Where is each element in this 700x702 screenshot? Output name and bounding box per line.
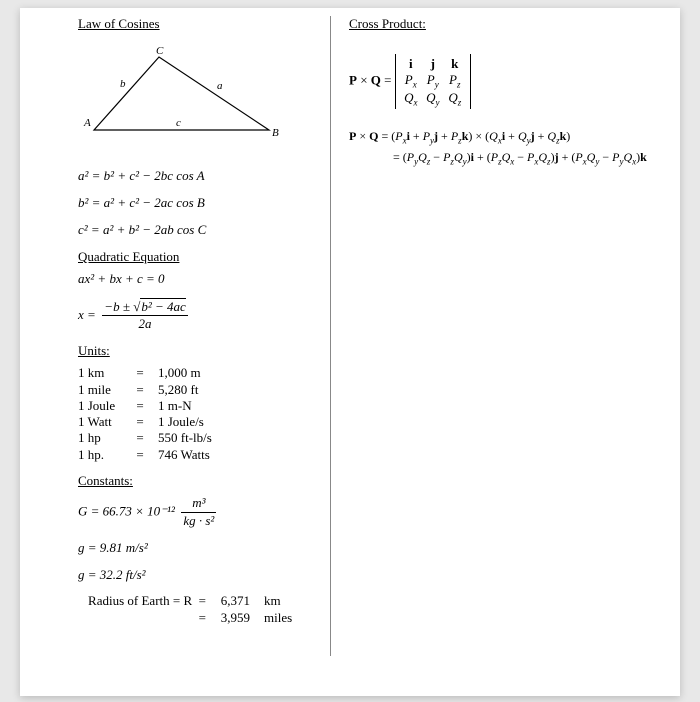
unit-eq: = <box>128 447 152 463</box>
side-c-label: c <box>176 117 181 129</box>
side-a-label: a <box>217 80 223 92</box>
units-table: 1 km=1,000 m 1 mile=5,280 ft 1 Joule=1 m… <box>78 365 330 463</box>
units-row: 1 hp=550 ft-lb/s <box>78 430 330 446</box>
quadratic-equation: ax² + bx + c = 0 <box>78 271 330 288</box>
loc-equation-a: a² = b² + c² − 2bc cos A <box>78 168 330 185</box>
cross-line-1: P × Q = (Pxi + Pyj + Pzk) × (Qxi + Qyj +… <box>349 127 680 148</box>
det-row-1: ijk <box>400 56 466 72</box>
unit-eq: = <box>128 365 152 381</box>
cross-product-expansion: P × Q = (Pxi + Pyj + Pzk) × (Qxi + Qyj +… <box>349 127 680 169</box>
unit-right: 1 m-N <box>152 398 192 414</box>
vertex-a-label: A <box>83 117 91 129</box>
page: Law of Cosines A B C a b c a² = b² + c² … <box>20 8 680 696</box>
cross-line-2: = (PyQz − PzQy)i + (PzQx − PxQz)j + (PxQ… <box>349 148 680 169</box>
unit-right: 1,000 m <box>152 365 201 381</box>
two-column-layout: Law of Cosines A B C a b c a² = b² + c² … <box>20 16 680 656</box>
unit-eq: = <box>128 430 152 446</box>
unit-right: 5,280 ft <box>152 382 198 398</box>
earth-radius: Radius of Earth = R = 6,371 km = 3,959 m… <box>78 593 330 627</box>
loc-equation-b: b² = a² + c² − 2ac cos B <box>78 195 330 212</box>
unit-left: 1 hp <box>78 430 128 446</box>
unit-left: 1 km <box>78 365 128 381</box>
cross-product-determinant: P × Q = ijk PxPyPz QxQyQz <box>349 54 680 109</box>
earth-label: Radius of Earth = R = <box>78 593 206 610</box>
det-row-2: PxPyPz <box>400 72 466 90</box>
unit-right: 746 Watts <box>152 447 210 463</box>
unit-eq: = <box>128 382 152 398</box>
g-prefix: G = 66.73 × 10⁻¹² <box>78 503 175 518</box>
quadratic-fraction: −b ± √b² − 4ac 2a <box>102 298 188 334</box>
earth-eq2: = <box>78 610 206 627</box>
units-row: 1 mile=5,280 ft <box>78 382 330 398</box>
earth-mi-value: 3,959 <box>206 610 254 627</box>
quadratic-solution: x = −b ± √b² − 4ac 2a <box>78 298 330 334</box>
unit-left: 1 hp. <box>78 447 128 463</box>
earth-km-value: 6,371 <box>206 593 254 610</box>
unit-eq: = <box>128 414 152 430</box>
right-column: Cross Product: P × Q = ijk PxPyPz QxQyQz… <box>330 16 680 656</box>
unit-left: 1 Joule <box>78 398 128 414</box>
units-row: 1 km=1,000 m <box>78 365 330 381</box>
earth-km-unit: km <box>254 593 281 610</box>
vertex-b-label: B <box>272 127 279 139</box>
unit-right: 550 ft-lb/s <box>152 430 212 446</box>
det-row-3: QxQyQz <box>400 90 466 108</box>
unit-right: 1 Joule/s <box>152 414 204 430</box>
earth-mi-unit: miles <box>254 610 292 627</box>
cross-product-heading: Cross Product: <box>349 16 680 32</box>
quadratic-x-equals: x = <box>78 306 99 321</box>
g-us: g = 32.2 ft/s² <box>78 567 330 584</box>
quadratic-numerator: −b ± √b² − 4ac <box>102 298 188 317</box>
determinant-matrix: ijk PxPyPz QxQyQz <box>395 54 471 109</box>
vertex-c-label: C <box>156 45 164 57</box>
unit-left: 1 mile <box>78 382 128 398</box>
g-num: m³ <box>181 495 216 513</box>
quadratic-heading: Quadratic Equation <box>78 249 330 265</box>
unit-left: 1 Watt <box>78 414 128 430</box>
unit-eq: = <box>128 398 152 414</box>
units-row: 1 Joule=1 m-N <box>78 398 330 414</box>
g-units-fraction: m³ kg · s² <box>181 495 216 530</box>
triangle-diagram: A B C a b c <box>74 42 284 152</box>
law-of-cosines-heading: Law of Cosines <box>78 16 330 32</box>
constants-heading: Constants: <box>78 473 330 489</box>
g-si: g = 9.81 m/s² <box>78 540 330 557</box>
g-den: kg · s² <box>181 513 216 530</box>
left-column: Law of Cosines A B C a b c a² = b² + c² … <box>20 16 330 656</box>
units-heading: Units: <box>78 343 330 359</box>
gravitational-constant: G = 66.73 × 10⁻¹² m³ kg · s² <box>78 495 330 530</box>
units-row: 1 Watt=1 Joule/s <box>78 414 330 430</box>
side-b-label: b <box>120 78 126 90</box>
quadratic-denominator: 2a <box>102 316 188 333</box>
det-lhs: P <box>349 73 357 88</box>
units-row: 1 hp.=746 Watts <box>78 447 330 463</box>
loc-equation-c: c² = a² + b² − 2ab cos C <box>78 222 330 239</box>
